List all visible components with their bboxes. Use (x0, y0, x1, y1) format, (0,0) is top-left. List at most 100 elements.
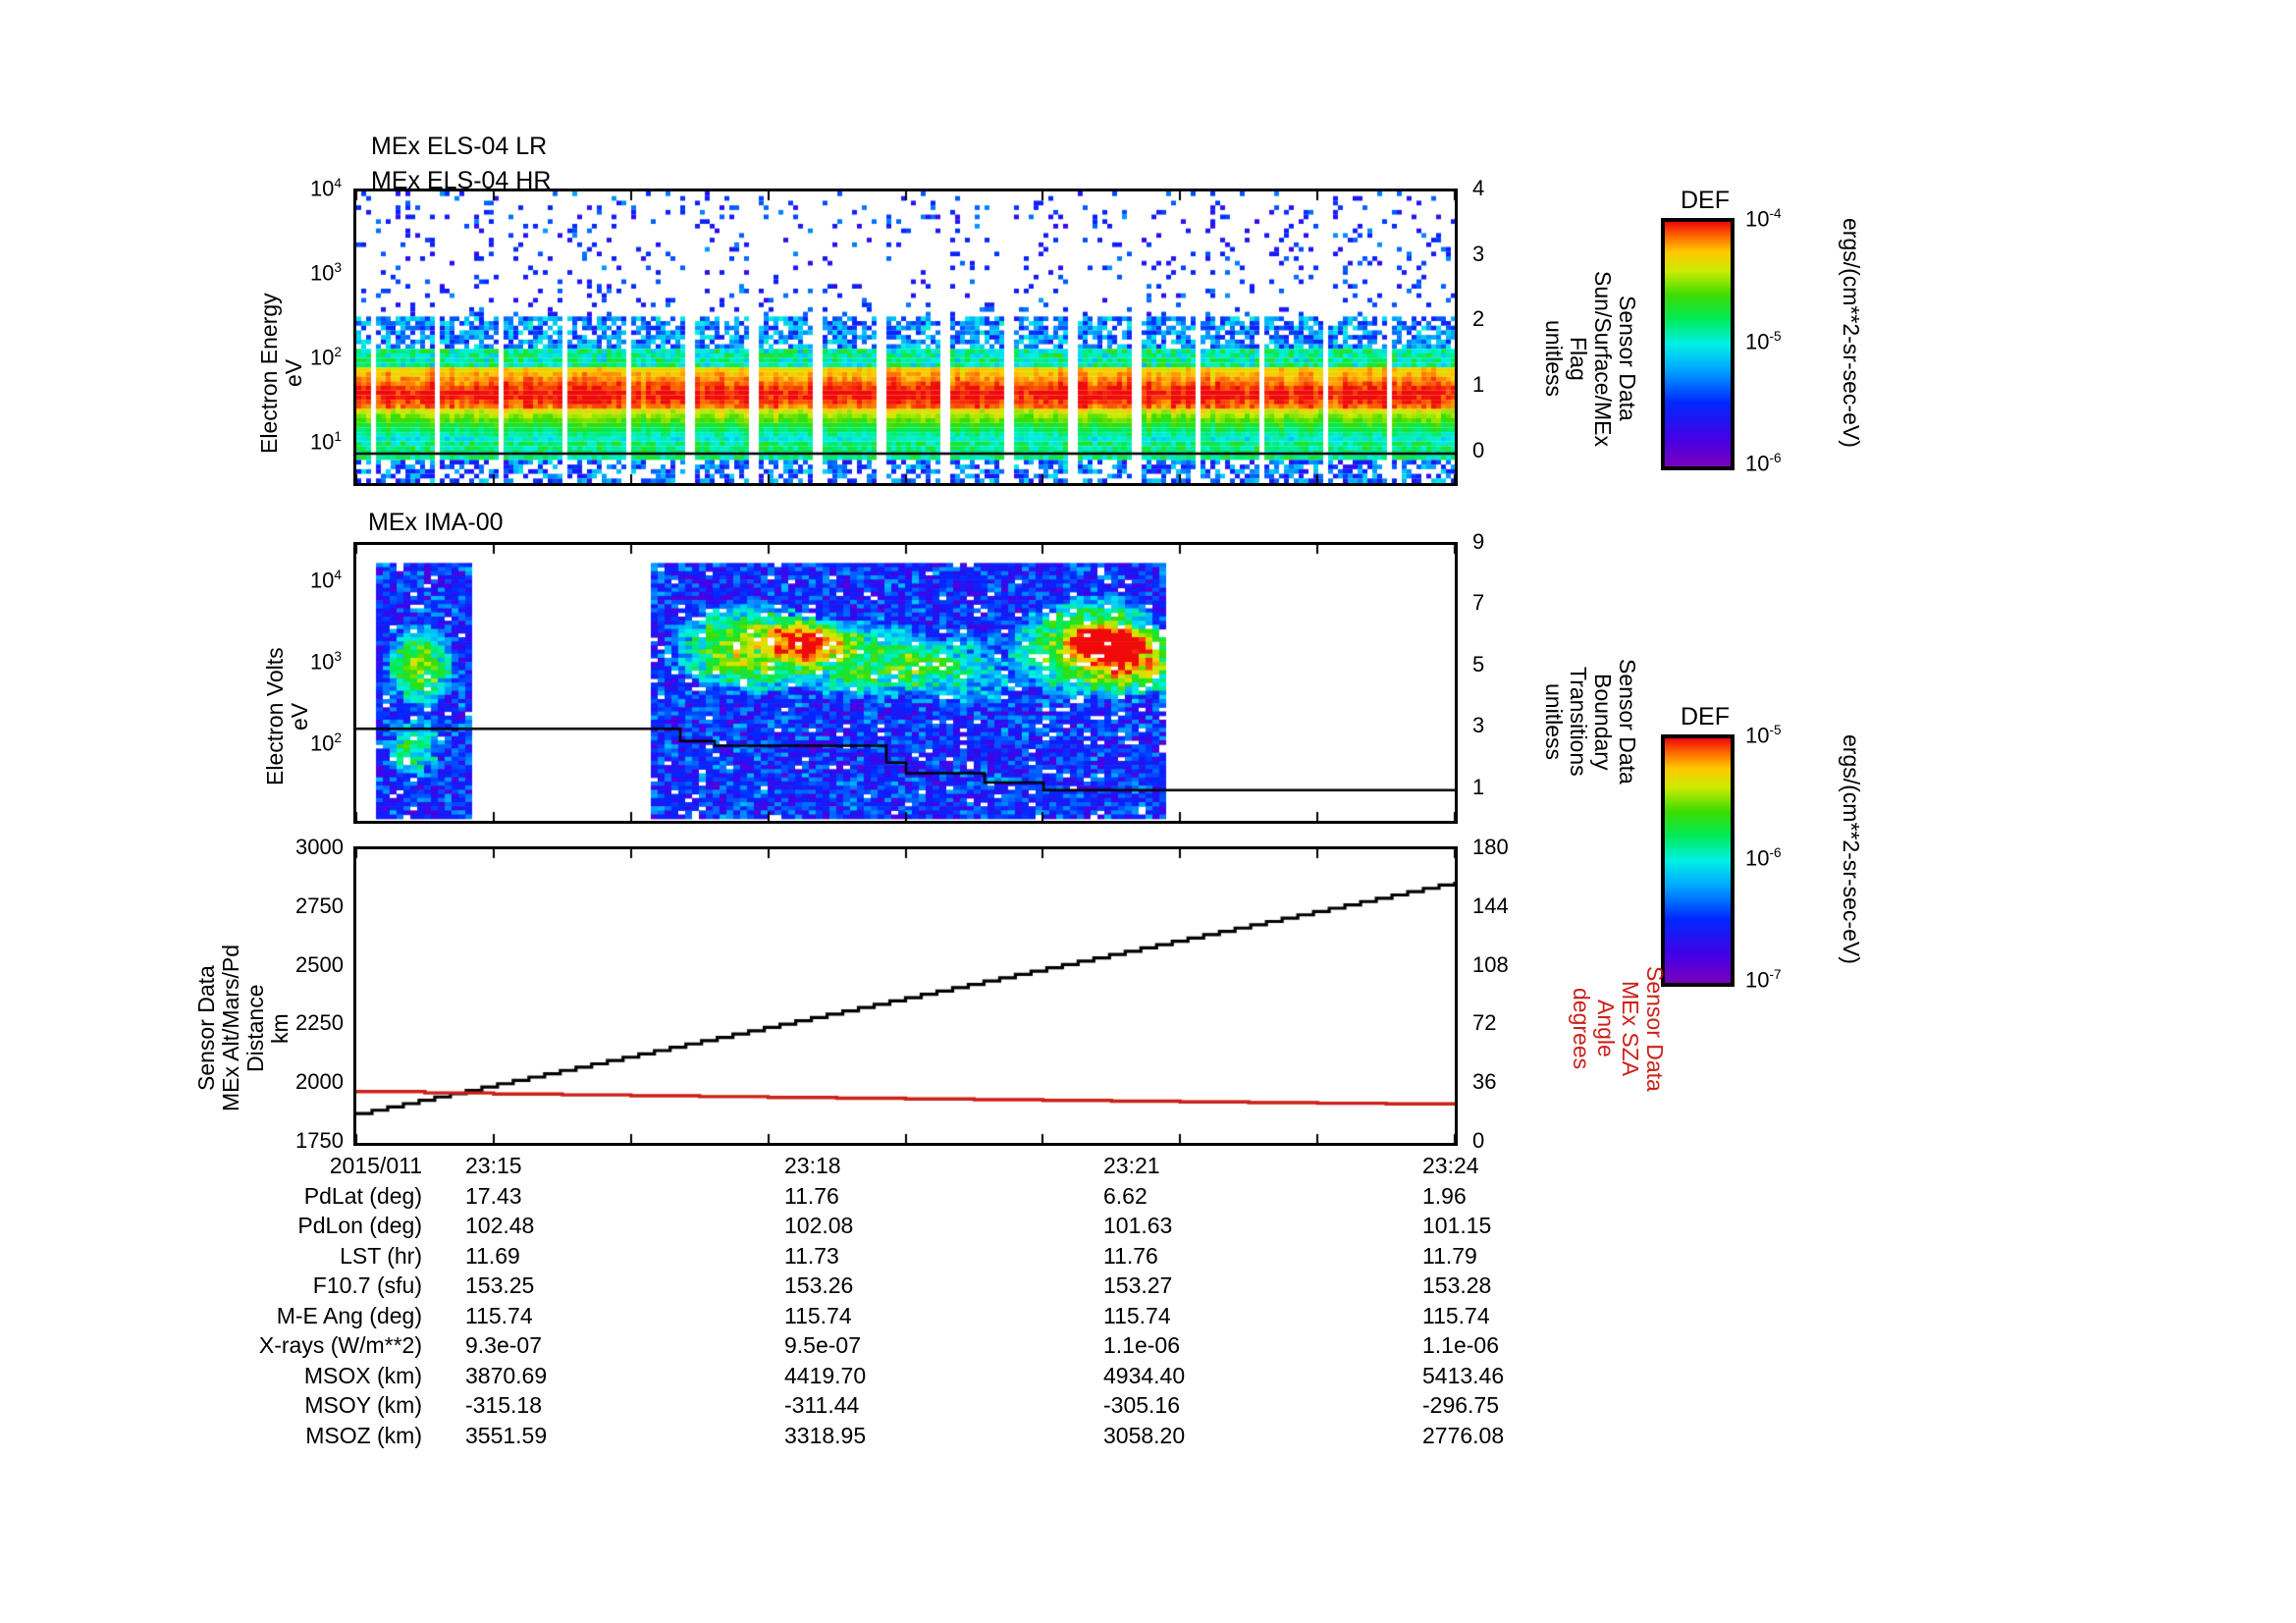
table-cell: 11.73 (784, 1242, 839, 1269)
axis-tick-label: 3 (1472, 713, 1485, 738)
table-cell: 115.74 (1422, 1302, 1490, 1328)
table-cell: 4419.70 (784, 1362, 867, 1388)
axis-tick-label: 2000 (295, 1069, 344, 1095)
table-cell: 9.5e-07 (784, 1332, 862, 1358)
axis-tick-label: 10-5 (1745, 723, 1782, 748)
table-cell: 5413.46 (1422, 1362, 1505, 1388)
axis-tick-label: 1750 (295, 1128, 344, 1153)
table-cell: 4934.40 (1103, 1362, 1186, 1388)
axis-tick-label: 2 (1472, 306, 1485, 332)
table-cell: 1.1e-06 (1422, 1332, 1500, 1358)
alt-right-tick-labels: 0 36 72 108 144 180 (1465, 833, 1533, 1162)
axis-tick-label: 2250 (295, 1010, 344, 1036)
axis-tick-label: 104 (309, 568, 342, 593)
table-row-label: F10.7 (sfu) (312, 1272, 422, 1298)
table-row-label: PdLon (deg) (297, 1213, 422, 1238)
table-cell: 23:21 (1103, 1153, 1160, 1178)
table-row: F10.7 (sfu) 153.25 153.26 153.27 153.28 (177, 1271, 1712, 1301)
table-cell: 3318.95 (784, 1422, 867, 1448)
axis-tick-label: 104 (309, 176, 342, 201)
table-row-label: MSOX (km) (303, 1362, 422, 1388)
table-cell: 115.74 (784, 1302, 852, 1328)
axis-tick-label: 10-5 (1745, 328, 1782, 353)
table-row: PdLat (deg) 17.43 11.76 6.62 1.96 (177, 1181, 1712, 1212)
table-cell: 115.74 (465, 1302, 533, 1328)
table-cell: 2776.08 (1422, 1422, 1505, 1448)
ima-right-tick-labels: 1 3 5 7 9 (1465, 529, 1523, 839)
table-cell: 101.63 (1103, 1213, 1173, 1238)
axis-tick-label: 3 (1472, 241, 1485, 266)
axis-tick-label: 102 (309, 730, 342, 756)
table-row-label: LST (hr) (340, 1242, 422, 1269)
table-cell: -315.18 (465, 1392, 543, 1418)
table-cell: 153.28 (1422, 1272, 1492, 1298)
axis-tick-label: 0 (1472, 437, 1485, 462)
table-row-label: PdLat (deg) (303, 1182, 422, 1209)
table-row-label: MSOY (km) (304, 1392, 422, 1418)
axis-tick-label: 144 (1472, 893, 1509, 918)
axis-tick-label: 103 (309, 259, 342, 286)
ima-spectrogram-canvas (356, 545, 1455, 821)
axis-tick-label: 10-4 (1745, 206, 1782, 232)
colorbar-1-gradient (1665, 222, 1731, 466)
axis-tick-label: 5 (1472, 651, 1485, 676)
axis-tick-label: 3000 (295, 835, 344, 859)
table-cell: 3870.69 (465, 1362, 548, 1388)
table-cell: 23:15 (465, 1153, 522, 1178)
table-cell: 101.15 (1422, 1213, 1492, 1238)
table-cell: 153.26 (784, 1272, 854, 1298)
axis-tick-label: 102 (309, 344, 342, 370)
table-cell: 115.74 (1103, 1302, 1171, 1328)
table-row: MSOZ (km) 3551.59 3318.95 3058.20 2776.08 (177, 1421, 1712, 1451)
table-cell: 1.1e-06 (1103, 1332, 1181, 1358)
axis-tick-label: 72 (1472, 1010, 1497, 1036)
table-row: MSOX (km) 3870.69 4419.70 4934.40 5413.46 (177, 1361, 1712, 1391)
axis-tick-label: 108 (1472, 951, 1509, 977)
table-cell: 11.76 (1103, 1242, 1158, 1269)
colorbar-1-tick-labels: 10-4 10-5 10-6 (1739, 201, 1828, 496)
axis-tick-label: 9 (1472, 529, 1485, 554)
colorbar-2 (1661, 734, 1735, 987)
els-spectrogram-canvas (356, 191, 1455, 483)
els-right-tick-labels: 0 1 2 3 4 (1465, 176, 1523, 501)
els-left-tick-labels: 104 103 102 101 (283, 176, 347, 501)
table-cell: 11.69 (465, 1242, 520, 1269)
table-cell: 1.96 (1422, 1182, 1467, 1209)
ima-right-axis-label: Sensor Data Boundary Transitions unitless (1541, 659, 1640, 784)
axis-tick-label: 10-6 (1745, 844, 1782, 870)
axis-tick-label: 10-7 (1745, 967, 1782, 993)
table-cell: 11.79 (1422, 1242, 1477, 1269)
axis-tick-label: 10-6 (1745, 451, 1782, 476)
colorbar-1-title: DEF (1681, 187, 1730, 214)
axis-tick-label: 101 (309, 428, 342, 455)
colorbar-2-tick-labels: 10-5 10-6 10-7 (1739, 718, 1828, 1012)
axis-tick-label: 4 (1472, 176, 1485, 200)
table-cell: 3551.59 (465, 1422, 548, 1448)
axis-tick-label: 180 (1472, 835, 1509, 859)
axis-tick-label: 7 (1472, 590, 1485, 616)
axis-tick-label: 1 (1472, 774, 1485, 799)
table-cell: -305.16 (1103, 1392, 1181, 1418)
colorbar-2-gradient (1665, 738, 1731, 983)
table-cell: 9.3e-07 (465, 1332, 543, 1358)
axis-tick-label: 2750 (295, 893, 344, 918)
els-right-axis-label: Sensor Data Sun/Surface/MEx Flag unitless (1541, 270, 1640, 447)
table-cell: 6.62 (1103, 1182, 1148, 1209)
axis-tick-label: 1 (1472, 372, 1485, 398)
axis-tick-label: 36 (1472, 1069, 1497, 1095)
table-cell: 102.48 (465, 1213, 535, 1238)
colorbar-2-unit-label: ergs/(cm**2-sr-sec-eV) (1839, 734, 1864, 964)
table-cell: 153.27 (1103, 1272, 1173, 1298)
table-row: M-E Ang (deg) 115.74 115.74 115.74 115.74 (177, 1301, 1712, 1331)
table-cell: -311.44 (784, 1392, 860, 1418)
ima-spectrogram-panel (353, 542, 1458, 824)
table-row-label: M-E Ang (deg) (276, 1302, 422, 1328)
table-row: PdLon (deg) 102.48 102.08 101.63 101.15 (177, 1211, 1712, 1241)
table-row-label: MSOZ (km) (305, 1422, 422, 1448)
els-spectrogram-panel (353, 189, 1458, 486)
axis-tick-label: 103 (309, 649, 342, 675)
alt-left-tick-labels: 1750 2000 2250 2500 2750 3000 (273, 833, 349, 1162)
table-row: X-rays (W/m**2) 9.3e-07 9.5e-07 1.1e-06 1.1e… (177, 1330, 1712, 1361)
table-row: MSOY (km) -315.18 -311.44 -305.16 -296.75 (177, 1390, 1712, 1421)
table-cell: 23:18 (784, 1153, 841, 1178)
